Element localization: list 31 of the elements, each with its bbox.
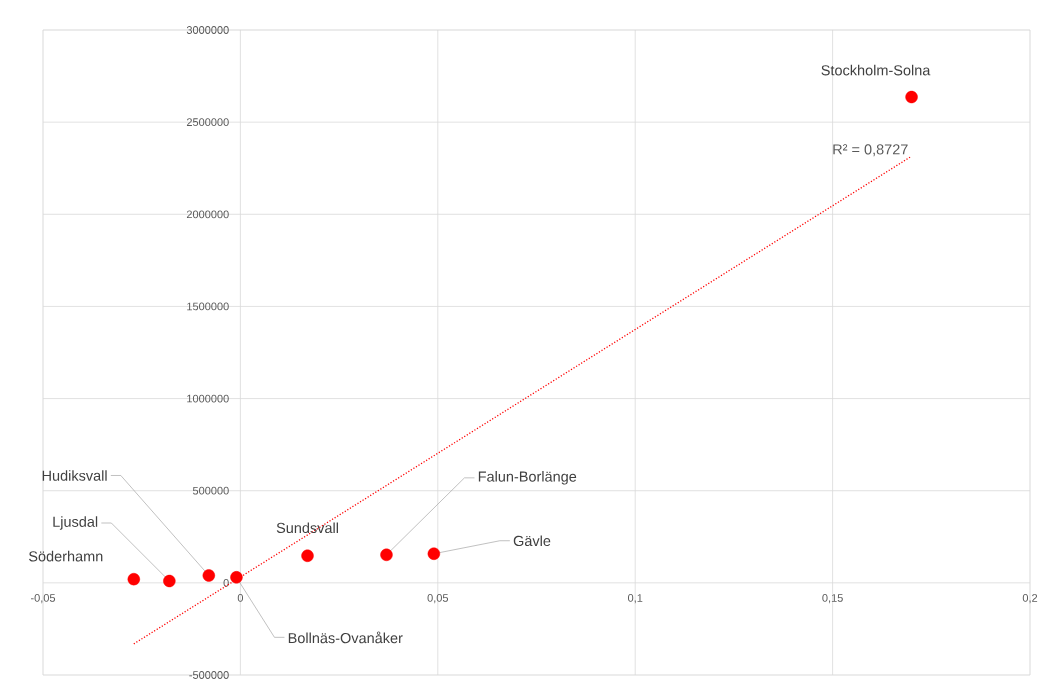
- annotation: Söderhamn: [28, 550, 103, 562]
- y-tick-label: 3000000: [186, 26, 229, 34]
- point: [380, 548, 393, 562]
- y-tick-label: 0: [223, 578, 229, 587]
- annotation: Falun-Borlänge: [478, 471, 577, 485]
- x-tick-label: 0,15: [822, 594, 843, 604]
- x-tick-label: 0: [237, 594, 244, 602]
- annotation: Stockholm-Solna: [821, 64, 931, 76]
- y-tick-label: 500000: [192, 486, 229, 495]
- y-tick-label: -500000: [189, 671, 229, 679]
- x-tick-label: -0,05: [30, 594, 56, 604]
- x-tick-label: 0,2: [1022, 594, 1038, 604]
- y-tick-label: 2500000: [186, 118, 229, 127]
- annotation: Ljusdal: [53, 516, 98, 530]
- y-tick-label: 1000000: [187, 394, 229, 403]
- x-tick-label: 0,05: [427, 594, 449, 604]
- point: [230, 571, 243, 584]
- point: [127, 572, 141, 586]
- point: [163, 574, 176, 588]
- y-tick-label: 1500000: [187, 302, 229, 311]
- point: [301, 549, 314, 562]
- point: [202, 569, 216, 582]
- annotation: Gävle: [513, 535, 551, 547]
- point: [905, 90, 918, 104]
- annotation: Hudiksvall: [42, 470, 107, 481]
- annotation: Sundsvall: [276, 522, 338, 534]
- point: [427, 547, 441, 560]
- x-tick-label: 0,1: [627, 594, 643, 604]
- annotation: R² = 0,8727: [833, 144, 908, 157]
- y-tick-label: 2000000: [186, 210, 229, 219]
- annotation: Bollnäs-Ovanåker: [288, 631, 403, 644]
